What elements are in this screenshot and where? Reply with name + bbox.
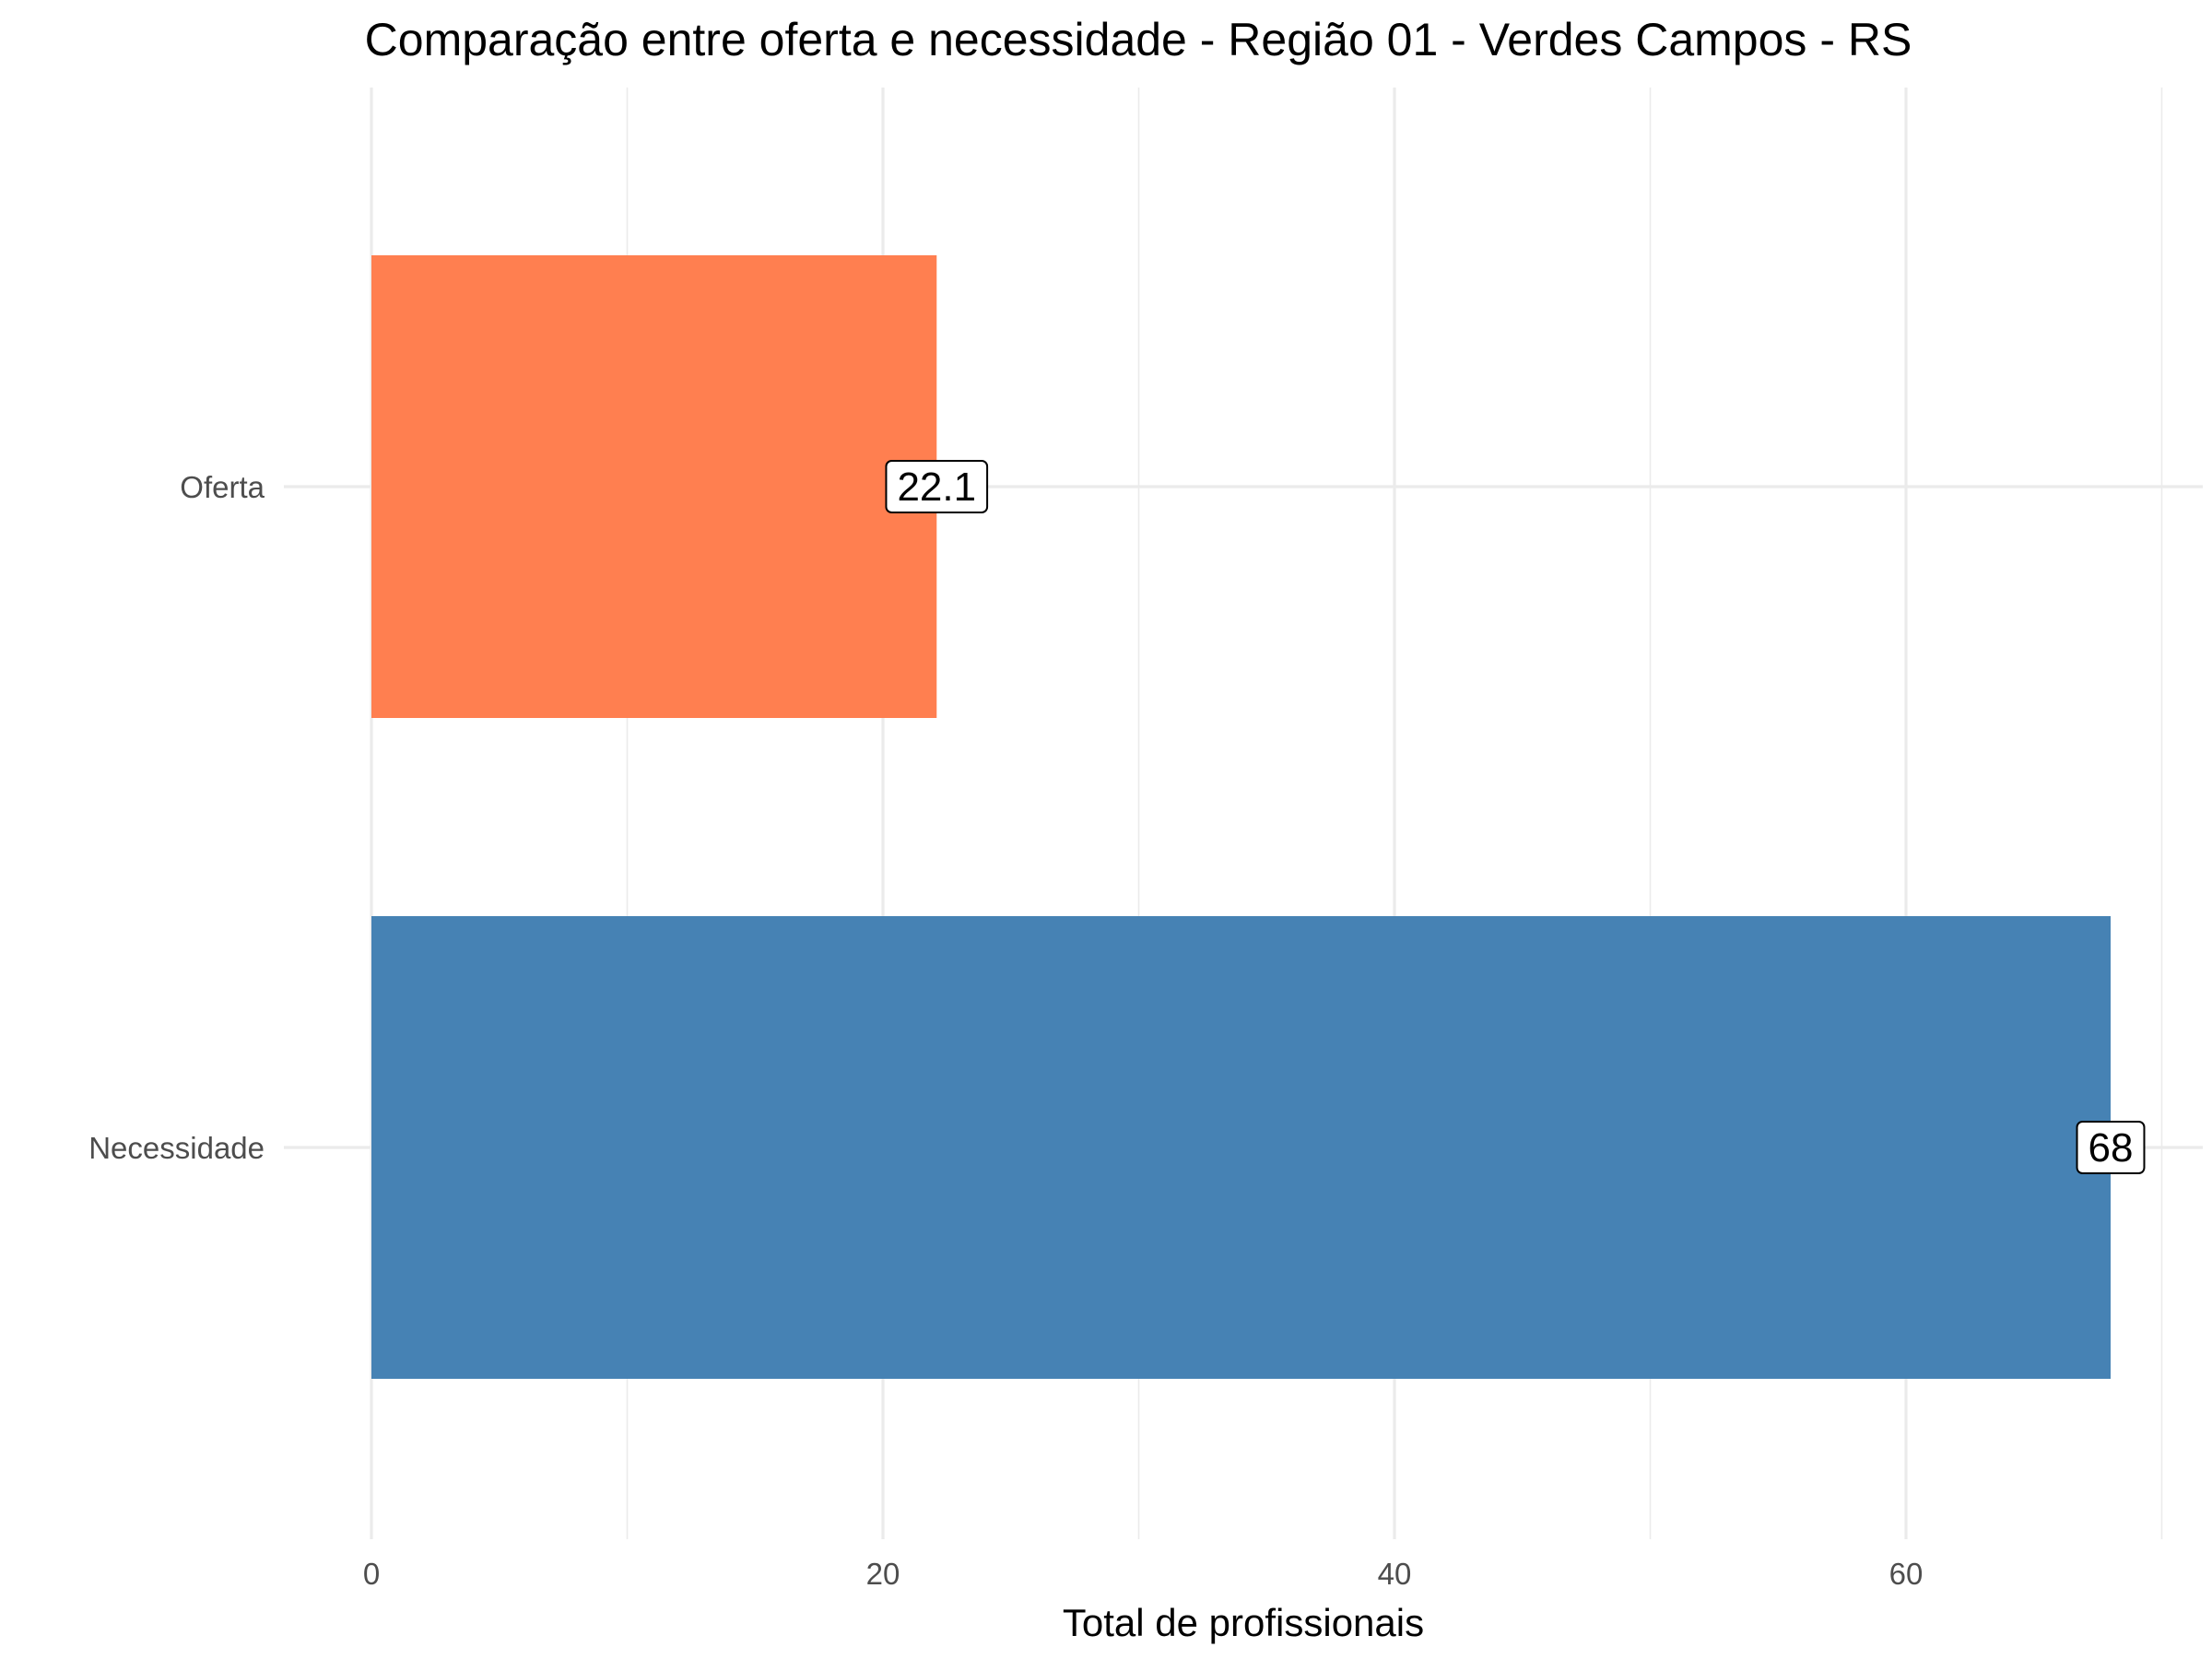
data-label-text: 68 [2088, 1125, 2134, 1171]
data-label-oferta: 22.1 [885, 460, 989, 513]
y-tick-label-oferta: Oferta [180, 470, 265, 504]
x-tick-label: 0 [363, 1557, 380, 1591]
x-tick-label: 20 [866, 1557, 900, 1591]
bar-necessidade [371, 916, 2111, 1379]
bars [371, 255, 2111, 1379]
data-label-box [885, 460, 989, 513]
bar-oferta [371, 255, 937, 718]
x-tick-label: 60 [1889, 1557, 1924, 1591]
y-axis-ticks: Oferta Necessidade [88, 470, 265, 1165]
x-axis-title: Total de profissionais [1063, 1601, 1424, 1644]
y-tick-label-necessidade: Necessidade [88, 1131, 265, 1165]
x-axis-ticks: 0 20 40 60 [363, 1557, 1924, 1591]
data-label-text: 22.1 [897, 465, 976, 510]
data-labels: 22.1 68 [885, 460, 2146, 1174]
data-label-box [2076, 1121, 2146, 1174]
chart-title: Comparação entre oferta e necessidade - … [365, 14, 1912, 65]
data-label-necessidade: 68 [2076, 1121, 2146, 1174]
x-tick-label: 40 [1378, 1557, 1412, 1591]
